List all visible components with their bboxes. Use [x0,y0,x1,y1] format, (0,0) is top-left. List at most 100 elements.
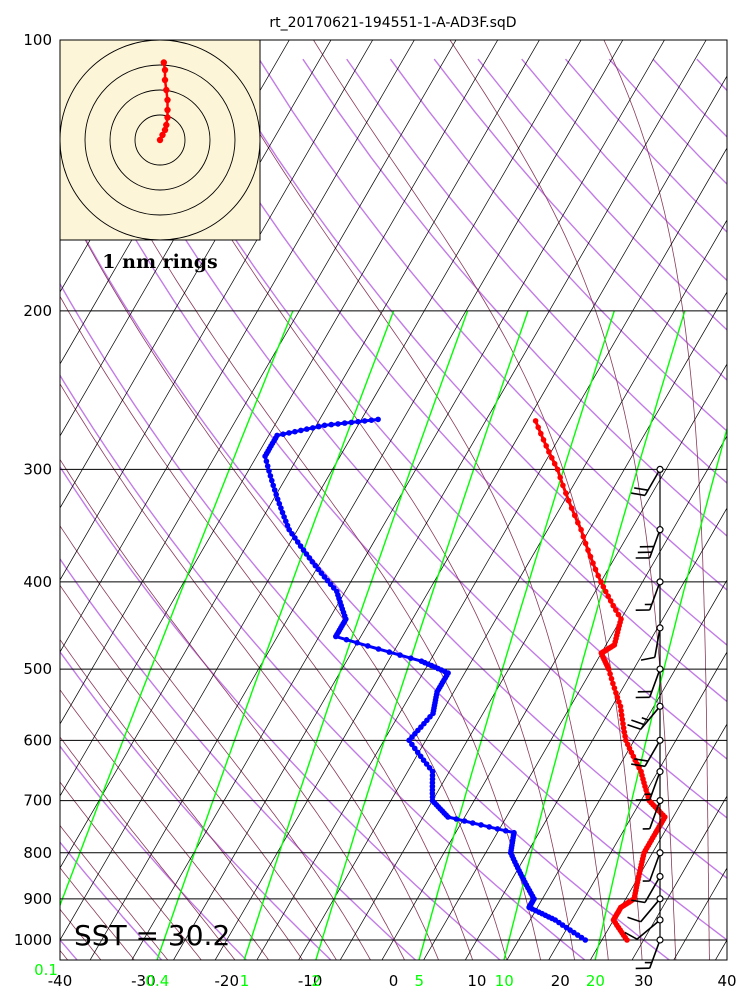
isotherm-line [60,40,540,869]
dewpoint-profile-point [303,551,310,557]
sst-label: SST = 30.2 [74,919,230,952]
dewpoint-profile-point [478,822,484,828]
temperature-profile-point [620,725,627,731]
wind-barb-station [656,665,664,673]
dry-adiabat-line [214,58,727,646]
temperature-profile-point [608,675,615,682]
moist-adiabat-line [204,40,609,960]
hodograph-inset [59,39,261,241]
wind-barb-station [656,936,664,944]
dewpoint-profile-point [429,768,436,775]
temperature-profile-point [554,466,561,473]
pressure-tick-label: 500 [23,660,52,678]
hodograph-label: 1 nm rings [102,251,217,273]
wind-barb-flag [627,723,641,731]
wind-barb-half-flag [641,717,649,721]
dewpoint-profile-point [412,745,418,752]
wind-barb-flag [631,899,646,904]
wind-barb-shaft [648,581,661,611]
isotherm-line [60,40,499,797]
dewpoint-profile-point [361,418,368,424]
temperature-profile-point [618,707,624,714]
isotherm-line [548,651,727,960]
moist-adiabat-line [60,458,405,960]
temperature-profile-point [605,593,611,599]
wind-barb-flag [634,487,649,491]
dry-adiabat-line [60,745,248,960]
dry-adiabat-line [60,465,502,960]
mixing-ratio-tick-label: 0.1 [34,961,58,979]
dry-adiabat-line [60,98,727,880]
temperature-profile-point [598,579,604,585]
temperature-profile-point [587,553,594,560]
temperature-tick-label: 40 [717,972,736,990]
temperature-profile-point [610,602,616,609]
mixing-ratio-line [156,310,395,960]
dewpoint-profile-point [365,643,371,649]
isotherm-line [60,40,457,725]
wind-barb-shaft [640,898,661,923]
wind-barb-station [656,702,664,710]
temperature-profile-point [611,685,618,691]
wind-barb-flag [640,656,655,661]
isotherm-line [631,795,727,960]
dewpoint-profile-point [321,574,328,580]
hodograph-point [164,114,171,121]
wind-barb-station [656,736,664,744]
dewpoint-profile-point [354,640,360,646]
mixing-ratio-line [503,310,686,960]
mixing-ratio-tick-label: 10 [495,972,514,990]
wind-barb-shaft [648,529,661,559]
hodograph-point [161,126,169,134]
pressure-tick-label: 600 [23,731,52,749]
isotherm-line [298,219,727,960]
temperature-tick-label: 20 [551,972,570,990]
wind-barb-shaft [644,739,661,767]
dewpoint-profile-point [315,423,322,430]
mixing-ratio-line [315,310,529,960]
wind-barb-station [656,578,664,586]
dewpoint-profile-point [423,761,430,767]
dewpoint-profile-point [300,547,307,553]
temperature-profile-point [538,430,544,437]
isotherm-line [589,723,727,960]
temperature-profile-point [618,616,624,622]
dewpoint-profile-point [355,418,361,425]
pressure-tick-label: 900 [23,890,52,908]
dewpoint-profile-point [276,500,283,507]
hodograph-point [156,136,164,144]
dewpoint-profile-point [264,463,271,469]
wind-barb-shaft [648,939,661,969]
wind-barb-shaft [648,800,661,830]
dewpoint-profile-point [294,539,301,545]
hodograph-point [163,121,170,129]
dewpoint-profile-point [310,425,316,431]
temperature-tick-label: 10 [467,972,486,990]
temperature-profile-point [620,720,626,727]
temperature-profile-point [595,572,601,579]
dewpoint-profile-point [274,432,280,439]
moist-adiabat-line [60,867,135,960]
dewpoint-profile-point [343,636,350,643]
mixing-ratio-line [243,310,469,960]
isotherm-line [131,40,665,960]
moist-adiabat-line [60,638,304,960]
mixing-ratio-tick-label: 20 [586,972,605,990]
dewpoint-profile-point [281,514,287,520]
dewpoint-profile-point [306,555,313,561]
wind-barb-station [656,796,664,805]
dry-adiabat-line [741,59,750,970]
wind-barbs [624,465,664,970]
dewpoint-profile-point [328,421,335,428]
dewpoint-profile-point [397,652,403,658]
wind-barb-shaft [636,919,661,940]
temperature-profile-point [580,533,587,540]
dewpoint-profile-point [304,426,310,432]
dewpoint-profile-point [274,496,281,503]
dewpoint-profile-point [375,416,381,423]
temperature-profile-point [616,699,622,705]
dewpoint-profile-point [418,658,425,664]
dry-adiabat-line [170,58,727,703]
temperature-profile-point [557,474,563,481]
dewpoint-profile-point [453,816,460,822]
